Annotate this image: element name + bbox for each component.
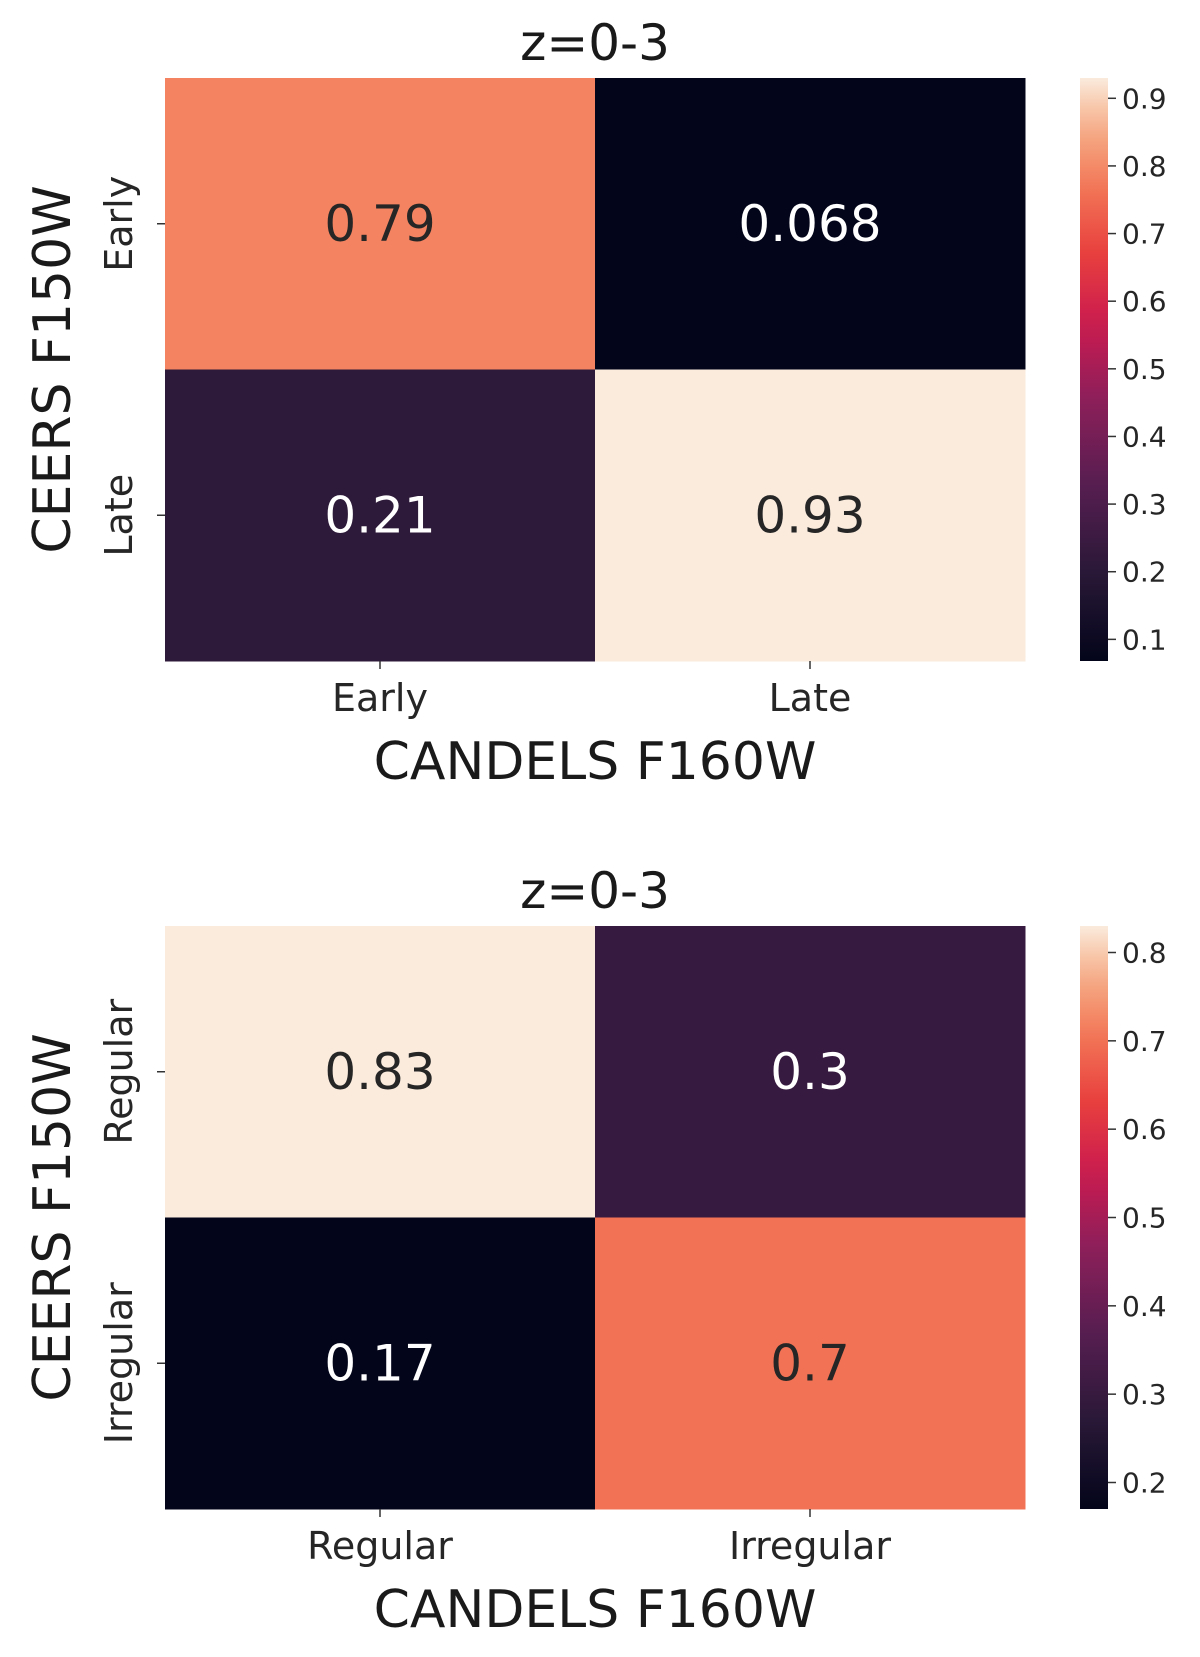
- y-tick-label: Early: [97, 176, 141, 272]
- y-axis-label: CEERS F150W: [23, 185, 83, 553]
- colorbar-tick-label: 0.3: [1122, 488, 1167, 521]
- heatmap-panel-2: z=0-3 0.83 0.3 0.17 0.7 Regular Irregular CANDE…: [23, 862, 1167, 1640]
- chart-title: z=0-3: [520, 862, 670, 920]
- colorbar-tick-label: 0.3: [1122, 1378, 1167, 1411]
- cell-value-label: 0.21: [324, 486, 435, 544]
- colorbar-tick-label: 0.5: [1122, 1202, 1167, 1235]
- x-tick-label: Late: [769, 676, 852, 720]
- x-axis-label: CANDELS F160W: [374, 732, 817, 792]
- x-axis-label: CANDELS F160W: [374, 1580, 817, 1640]
- y-tick-label: Late: [97, 474, 141, 557]
- heatmap-panel-1: z=0-3 0.79 0.068 0.21 0.93 Early Late CANDELS F…: [23, 14, 1167, 792]
- colorbar: [1080, 78, 1108, 661]
- colorbar-tick-label: 0.9: [1122, 82, 1167, 115]
- colorbar-tick-label: 0.8: [1122, 150, 1167, 183]
- colorbar-tick-label: 0.2: [1122, 556, 1167, 589]
- x-tick-label: Early: [332, 676, 428, 720]
- y-axis-label: CEERS F150W: [23, 1033, 83, 1401]
- colorbar-tick-label: 0.4: [1122, 1290, 1167, 1323]
- colorbar-tick-label: 0.6: [1122, 1113, 1167, 1146]
- heatmap-cell: [595, 369, 1026, 662]
- heatmap-cell: [595, 78, 1026, 370]
- cell-value-label: 0.79: [324, 195, 435, 253]
- heatmap-cell: [165, 1217, 596, 1510]
- cell-value-label: 0.3: [770, 1043, 850, 1101]
- colorbar-tick-label: 0.6: [1122, 285, 1167, 318]
- cell-value-label: 0.7: [770, 1334, 850, 1392]
- cell-value-label: 0.068: [738, 195, 881, 253]
- x-tick-label: Regular: [307, 1524, 453, 1568]
- cell-value-label: 0.83: [324, 1043, 435, 1101]
- colorbar: [1080, 926, 1108, 1509]
- colorbar-tick-label: 0.7: [1122, 218, 1167, 251]
- colorbar-tick-label: 0.8: [1122, 937, 1167, 970]
- cell-value-label: 0.93: [754, 486, 865, 544]
- y-tick-label: Regular: [97, 999, 141, 1145]
- cell-value-label: 0.17: [324, 1334, 435, 1392]
- colorbar-tick-label: 0.2: [1122, 1467, 1167, 1500]
- colorbar-tick-label: 0.1: [1122, 623, 1167, 656]
- x-tick-label: Irregular: [729, 1524, 891, 1568]
- heatmap-cell: [595, 1217, 1026, 1510]
- heatmap-cell: [165, 78, 596, 370]
- colorbar-tick-label: 0.5: [1122, 353, 1167, 386]
- colorbar-tick-label: 0.7: [1122, 1025, 1167, 1058]
- heatmap-cell: [595, 926, 1026, 1218]
- y-tick-label: Irregular: [97, 1282, 141, 1444]
- chart-title: z=0-3: [520, 14, 670, 72]
- heatmap-cell: [165, 369, 596, 662]
- colorbar-tick-label: 0.4: [1122, 420, 1167, 453]
- heatmap-cell: [165, 926, 596, 1218]
